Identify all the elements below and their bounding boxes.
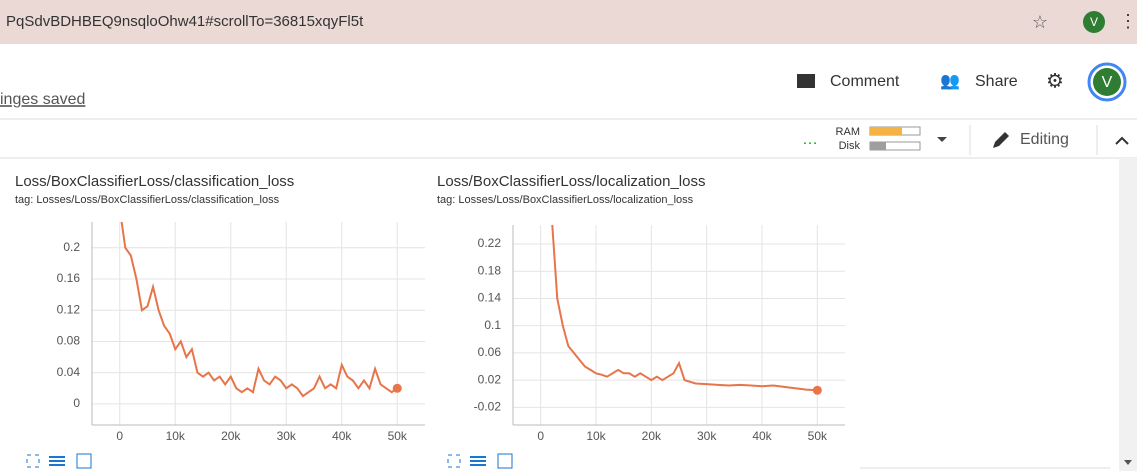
comment-icon (797, 74, 815, 88)
disk-fill (870, 142, 886, 150)
x-tick-label: 50k (808, 429, 828, 443)
x-tick-label: 30k (697, 429, 717, 443)
y-tick-label: 0.14 (478, 291, 502, 305)
share-button[interactable]: Share (975, 73, 1018, 90)
y-tick-label: 0.06 (478, 345, 502, 359)
settings-icon[interactable]: ⚙ (1046, 70, 1064, 92)
x-tick-label: 20k (221, 429, 241, 443)
x-tick-label: 30k (277, 429, 297, 443)
y-tick-label: 0.1 (484, 318, 501, 332)
y-tick-label: 0.22 (478, 236, 502, 250)
x-tick-label: 40k (752, 429, 772, 443)
x-tick-label: 50k (388, 429, 408, 443)
url[interactable]: PqSdvBDHBEQ9nsqloOhw41#scrollTo=36815xqy… (6, 13, 364, 30)
screen: PqSdvBDHBEQ9nsqloOhw41#scrollTo=36815xqy… (0, 0, 1137, 471)
y-tick-label: 0.12 (57, 302, 81, 316)
y-tick-label: 0.08 (57, 334, 81, 348)
chart-subtitle: tag: Losses/Loss/BoxClassifierLoss/class… (15, 194, 280, 206)
y-tick-label: 0.18 (478, 263, 502, 277)
editing-mode[interactable]: Editing (1020, 131, 1069, 148)
y-tick-label: 0.2 (63, 240, 80, 254)
y-tick-label: 0.04 (57, 365, 81, 379)
x-tick-label: 10k (586, 429, 606, 443)
menu-icon[interactable]: ⋮ (1119, 11, 1137, 31)
y-tick-label: 0.16 (57, 271, 81, 285)
status-dots: … (802, 131, 818, 148)
ram-fill (870, 127, 902, 135)
chart-title: Loss/BoxClassifierLoss/localization_loss (437, 173, 705, 190)
profile-letter: V (1090, 15, 1098, 29)
ram-label: RAM (836, 126, 860, 138)
y-tick-label: 0 (73, 396, 80, 410)
last-point (813, 386, 822, 395)
chart-title: Loss/BoxClassifierLoss/classification_lo… (15, 173, 294, 190)
x-tick-label: 0 (537, 429, 544, 443)
save-status[interactable]: inges saved (0, 91, 85, 108)
star-icon[interactable]: ☆ (1032, 12, 1048, 32)
background (0, 0, 1137, 471)
disk-label: Disk (839, 140, 861, 152)
x-tick-label: 10k (166, 429, 186, 443)
scrollbar[interactable] (1119, 158, 1137, 471)
x-tick-label: 40k (332, 429, 352, 443)
x-tick-label: 20k (642, 429, 662, 443)
y-tick-label: 0.02 (478, 372, 502, 386)
account-letter: V (1102, 74, 1113, 91)
chart-subtitle: tag: Losses/Loss/BoxClassifierLoss/local… (437, 194, 694, 206)
last-point (393, 384, 402, 393)
comment-button[interactable]: Comment (830, 73, 900, 90)
x-tick-label: 0 (116, 429, 123, 443)
y-tick-label: -0.02 (474, 399, 502, 413)
page: PqSdvBDHBEQ9nsqloOhw41#scrollTo=36815xqy… (0, 0, 1137, 471)
share-icon: 👥 (940, 73, 960, 90)
